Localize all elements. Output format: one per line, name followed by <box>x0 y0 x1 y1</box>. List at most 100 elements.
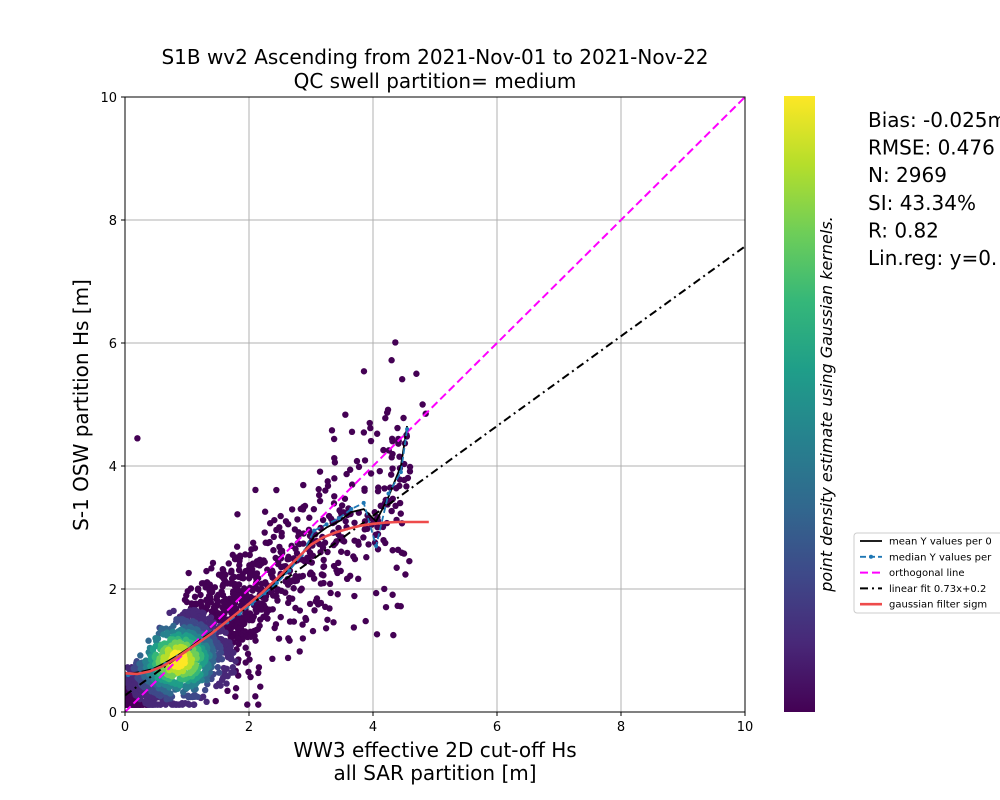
scatter-point <box>343 470 350 478</box>
grid <box>124 96 746 713</box>
scatter-point <box>355 575 362 583</box>
scatter-point <box>255 586 262 593</box>
scatter-point <box>284 654 292 662</box>
scatter-point <box>373 430 381 437</box>
scatter-point <box>242 659 249 666</box>
scatter-point <box>232 693 239 700</box>
scatter-point <box>330 619 337 626</box>
scatter-point <box>277 613 284 621</box>
colorbar: point density estimate using Gaussian ke… <box>784 96 836 712</box>
scatter-point <box>244 701 251 708</box>
scatter-point <box>335 524 342 532</box>
scatter-point <box>403 483 410 490</box>
scatter-point <box>235 566 243 574</box>
scatter-point <box>257 683 264 690</box>
scatter-point <box>269 592 277 599</box>
scatter-point <box>224 687 231 695</box>
scatter-point <box>270 533 278 541</box>
scatter-point <box>220 664 228 672</box>
scatter-point <box>346 466 354 473</box>
scatter-point <box>232 685 240 692</box>
scatter-point <box>299 621 306 628</box>
scatter-point <box>145 637 152 644</box>
colorbar-label: point density estimate using Gaussian ke… <box>817 216 836 592</box>
scatter-point <box>235 640 242 648</box>
scatter-point <box>389 591 396 598</box>
scatter-point <box>296 648 303 655</box>
scatter-point <box>367 470 375 477</box>
scatter-point <box>394 424 401 432</box>
scatter-point <box>261 508 269 515</box>
scatter-point <box>331 475 338 482</box>
scatter-point <box>310 575 318 582</box>
scatter-point <box>331 493 338 500</box>
scatter-point <box>252 486 259 494</box>
scatter-point <box>327 589 334 597</box>
scatter-point <box>380 446 387 454</box>
scatter-point <box>192 601 199 608</box>
scatter-point <box>326 580 334 588</box>
scatter-point <box>316 468 324 475</box>
stat-line: Lin.reg: y=0. <box>868 246 997 270</box>
scatter-point <box>389 547 396 554</box>
scatter-point <box>234 511 241 518</box>
legend: mean Y values per 0 median Y values per or… <box>853 532 1000 614</box>
scatter-point <box>215 650 223 658</box>
legend-box <box>853 532 1000 614</box>
scatter-point <box>365 541 372 548</box>
scatter-point <box>191 691 199 699</box>
scatter-point <box>271 624 278 632</box>
scatter-point <box>134 435 141 442</box>
scatter-point <box>351 537 358 544</box>
scatter-point <box>201 686 209 694</box>
median-marker <box>349 507 354 512</box>
scatter-point <box>367 437 375 445</box>
scatter-point <box>137 652 144 659</box>
colorbar-gradient <box>784 96 815 712</box>
scatter-point <box>394 602 401 610</box>
scatter-point <box>363 554 370 561</box>
stat-line: RMSE: 0.476 <box>868 136 995 160</box>
scatter-point <box>221 669 228 677</box>
scatter-point <box>288 506 296 513</box>
scatter-point <box>249 539 257 547</box>
median-marker <box>361 500 366 505</box>
scatter-point <box>396 453 403 460</box>
scatter-point <box>366 419 373 427</box>
scatter-point <box>311 607 318 614</box>
x-tick-label: 4 <box>369 720 377 735</box>
scatter-point <box>381 585 388 593</box>
scatter-point <box>360 534 367 541</box>
scatter-point <box>197 591 204 599</box>
scatter-point <box>376 467 383 475</box>
scatter-point <box>190 701 197 708</box>
scatter-point <box>214 664 221 671</box>
stat-line: SI: 43.34% <box>868 191 976 215</box>
scatter-point <box>203 567 210 575</box>
scatter-point <box>334 591 341 598</box>
y-tick-label: 4 <box>109 460 117 475</box>
scatter-point <box>262 539 269 546</box>
scatter-point <box>392 485 400 492</box>
scatter-point <box>337 548 345 555</box>
median-marker <box>324 522 329 527</box>
scatter-point <box>153 637 160 645</box>
scatter-point <box>257 616 264 623</box>
scatter-point <box>395 440 402 447</box>
scatter-point <box>274 587 281 595</box>
scatter-point <box>253 608 260 616</box>
scatter-point <box>285 635 292 642</box>
scatter-point <box>203 698 210 706</box>
scatter-point <box>367 424 374 432</box>
scatter-point <box>278 563 285 571</box>
scatter-point <box>255 669 262 677</box>
scatter-point <box>351 519 358 526</box>
y-tick-label: 0 <box>109 706 117 721</box>
scatter-point <box>194 586 202 594</box>
scatter-point <box>355 541 362 548</box>
scatter-point <box>330 435 338 443</box>
stat-line: Bias: -0.025m <box>868 108 1000 132</box>
scatter-point <box>255 701 262 708</box>
scatter-point <box>229 664 237 671</box>
scatter-point <box>234 635 241 642</box>
